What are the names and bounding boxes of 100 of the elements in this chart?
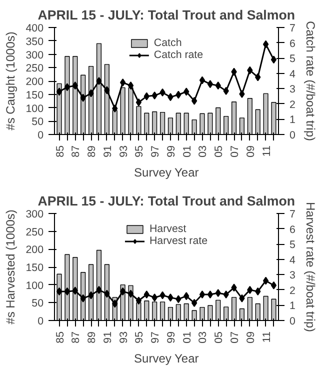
point — [239, 294, 245, 302]
point — [144, 92, 150, 100]
point — [128, 290, 134, 298]
x-tick-label: 89 — [86, 145, 98, 158]
y2-tick-label: 4 — [290, 68, 296, 80]
point — [270, 281, 277, 290]
x-axis-title: Survey Year — [134, 351, 199, 366]
point — [64, 83, 70, 92]
point — [96, 77, 102, 85]
x-tick-label: 95 — [134, 331, 146, 344]
point — [72, 286, 78, 295]
point — [64, 287, 70, 296]
y-tick-label: 300 — [26, 208, 44, 220]
x-tick-label: 99 — [165, 331, 178, 344]
x-tick-label: 87 — [70, 331, 82, 344]
y2-tick-label: 2 — [290, 284, 296, 297]
legend-label: Harvest — [149, 223, 186, 235]
y2-tick-label: 0 — [290, 130, 296, 142]
x-tick-label: 01 — [181, 331, 194, 344]
x-tick-label: 09 — [244, 331, 257, 344]
point — [191, 298, 198, 307]
x-tick-label: 97 — [150, 145, 162, 158]
point — [160, 291, 166, 300]
chart-title: APRIL 15 - JULY: Total Trout and Salmon — [38, 194, 295, 208]
point — [191, 96, 198, 105]
y2-tick-label: 4 — [290, 254, 296, 266]
y2-tick-label: 1 — [290, 114, 296, 126]
y-tick-label: 250 — [26, 226, 44, 238]
y2-axis-title: Harvest rate (#/boat trip) — [303, 202, 318, 332]
x-tick-label: 05 — [213, 331, 226, 344]
y-tick-label: 50 — [32, 116, 44, 128]
point — [270, 56, 277, 64]
point — [88, 291, 94, 300]
x-tick-label: 85 — [54, 145, 66, 158]
point — [104, 290, 110, 298]
y2-tick-label: 3 — [290, 270, 296, 282]
point — [207, 290, 214, 299]
point — [144, 290, 150, 299]
x-tick-label: 91 — [102, 331, 114, 344]
x-tick-label: 89 — [86, 331, 98, 344]
y-tick-label: 200 — [26, 244, 44, 256]
y2-tick-label: 6 — [290, 224, 296, 236]
y2-tick-label: 3 — [290, 84, 296, 96]
point — [176, 90, 182, 99]
x-tick-label: 93 — [118, 331, 130, 344]
y2-tick-label: 5 — [290, 53, 296, 66]
legend-label: Catch — [154, 37, 182, 49]
y-axis-title: #s Caught (1000s) — [4, 32, 18, 130]
point — [184, 88, 190, 96]
chart-title: APRIL 15 - JULY: Total Trout and Salmon — [38, 8, 295, 22]
point — [231, 284, 237, 292]
x-axis-title: Survey Year — [134, 165, 199, 180]
y-tick-label: 50 — [32, 298, 44, 310]
x-tick-label: 03 — [197, 145, 210, 158]
y-tick-label: 0 — [38, 130, 44, 142]
point — [136, 296, 142, 305]
point — [231, 68, 237, 76]
point — [96, 286, 102, 294]
point — [104, 86, 110, 94]
point — [247, 66, 253, 74]
y2-tick-label: 2 — [290, 98, 296, 111]
x-tick-label: 07 — [229, 331, 242, 344]
x-tick-label: 95 — [134, 145, 146, 158]
y-tick-label: 200 — [26, 76, 44, 88]
point — [168, 93, 174, 102]
point — [199, 76, 206, 84]
y2-tick-label: 0 — [290, 316, 296, 328]
point — [152, 294, 158, 302]
point — [199, 290, 206, 299]
x-tick-label: 91 — [102, 145, 114, 158]
legend-label: Catch rate — [154, 49, 204, 61]
point — [176, 295, 182, 304]
y2-tick-label: 7 — [290, 208, 296, 220]
point — [184, 292, 190, 300]
point — [255, 73, 261, 82]
point — [152, 92, 158, 100]
point — [56, 287, 62, 296]
y-tick-label: 300 — [26, 49, 44, 62]
point — [207, 80, 214, 88]
x-tick-label: 11 — [260, 145, 273, 157]
point — [168, 294, 174, 302]
point — [72, 82, 78, 90]
y-tick-label: 150 — [26, 89, 44, 102]
point — [56, 88, 62, 96]
x-tick-label: 05 — [213, 145, 226, 158]
point — [160, 88, 166, 96]
x-tick-label: 03 — [197, 331, 210, 344]
y-axis-title: #s Harvested (1000s) — [4, 210, 18, 324]
point — [262, 276, 269, 285]
x-tick-label: 97 — [150, 331, 162, 344]
point — [239, 90, 245, 98]
point — [215, 288, 221, 297]
y-tick-label: 250 — [26, 62, 44, 75]
x-tick-label: 11 — [260, 331, 273, 343]
y2-tick-label: 1 — [290, 300, 296, 312]
x-tick-label: 07 — [229, 145, 242, 158]
y-tick-label: 0 — [38, 316, 44, 328]
point — [112, 300, 118, 308]
legend-label: Harvest rate — [149, 235, 208, 247]
y-tick-label: 400 — [26, 22, 44, 34]
